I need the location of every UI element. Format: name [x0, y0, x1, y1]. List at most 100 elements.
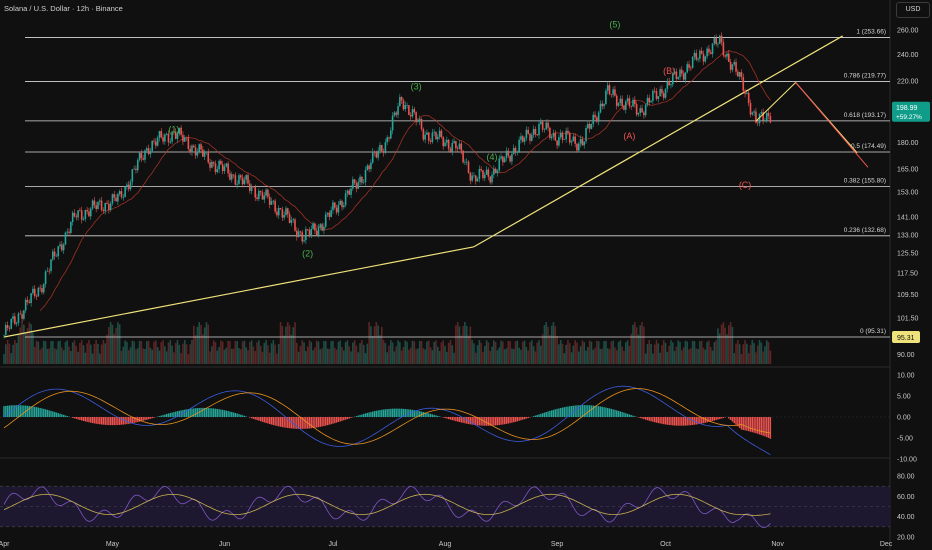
- volume-bar: [57, 341, 60, 364]
- macd-histogram-bar: [661, 417, 663, 424]
- macd-histogram-bar: [735, 417, 737, 425]
- volume-bar: [496, 350, 499, 364]
- candle-body: [746, 92, 748, 94]
- fib-label-0.786: 0.786 (219.77): [844, 72, 886, 79]
- candle-body: [333, 202, 336, 208]
- macd-histogram-bar: [688, 417, 690, 426]
- volume-bar: [129, 347, 132, 364]
- macd-histogram-bar: [518, 417, 520, 421]
- candle-body: [458, 143, 461, 149]
- macd-histogram-bar: [276, 417, 278, 426]
- candle-body: [509, 155, 511, 162]
- macd-histogram-bar: [135, 417, 137, 423]
- macd-histogram-bar: [498, 417, 500, 426]
- macd-histogram-bar: [305, 417, 307, 429]
- volume-bar: [230, 348, 233, 364]
- candle-body: [212, 161, 215, 164]
- volume-bar: [333, 347, 336, 364]
- macd-histogram-bar: [297, 417, 300, 429]
- currency-button[interactable]: USD: [896, 2, 930, 18]
- volume-bar: [755, 352, 757, 364]
- candle-body: [713, 38, 716, 44]
- volume-bar: [733, 353, 736, 364]
- volume-bar: [151, 349, 154, 364]
- candle-body: [505, 150, 508, 159]
- candle-body: [617, 103, 620, 106]
- candle-body: [86, 210, 88, 212]
- volume-bar: [449, 340, 452, 364]
- macd-histogram-bar: [592, 405, 594, 417]
- macd-histogram-bar: [437, 415, 439, 417]
- volume-bar: [71, 342, 74, 364]
- macd-histogram-bar: [482, 417, 484, 426]
- candle-body: [514, 147, 517, 153]
- candle-body: [691, 56, 694, 68]
- candle-body: [418, 118, 421, 122]
- volume-bar: [740, 353, 743, 364]
- macd-histogram-bar: [178, 410, 181, 417]
- volume-bar: [643, 326, 645, 364]
- volume-bar: [583, 342, 586, 364]
- candle-body: [373, 151, 376, 153]
- candle-body: [305, 229, 307, 241]
- candle-body: [523, 138, 526, 142]
- candle-body: [122, 197, 125, 198]
- candle-body: [299, 231, 302, 233]
- candle-body: [677, 77, 679, 80]
- candle-body: [66, 231, 69, 233]
- macd-histogram-bar: [451, 417, 453, 421]
- volume-bar: [418, 341, 421, 364]
- candle-body: [319, 224, 322, 228]
- macd-histogram-bar: [53, 411, 56, 417]
- candle-body: [511, 154, 513, 162]
- macd-histogram-bar: [93, 417, 96, 424]
- volume-bar: [769, 350, 772, 364]
- volume-bar: [572, 345, 575, 364]
- macd-histogram-bar: [317, 417, 320, 428]
- candle-body: [353, 179, 356, 184]
- macd-histogram-bar: [429, 413, 432, 417]
- candle-body: [747, 92, 750, 103]
- volume-bar: [26, 328, 29, 364]
- volume-bar: [145, 341, 148, 364]
- candle-body: [391, 115, 394, 131]
- month-label-jul: Jul: [328, 541, 337, 548]
- macd-histogram-bar: [579, 405, 582, 417]
- macd-histogram-bar: [666, 417, 669, 425]
- macd-histogram-bar: [395, 408, 397, 417]
- volume-bar: [400, 350, 403, 364]
- volume-bar: [267, 345, 269, 364]
- candle-body: [435, 131, 437, 140]
- candle-body: [258, 190, 260, 200]
- candle-body: [149, 150, 152, 155]
- macd-histogram-bar: [740, 417, 743, 430]
- volume-bar: [202, 334, 204, 364]
- macd-histogram-bar: [321, 417, 323, 427]
- candle-body: [339, 200, 341, 205]
- candle-body: [455, 141, 457, 149]
- volume-bar: [505, 348, 508, 364]
- macd-histogram-bar: [344, 417, 347, 420]
- candle-body: [165, 133, 168, 135]
- macd-histogram-bar: [456, 417, 459, 422]
- volume-bar: [440, 342, 443, 364]
- candle-body: [699, 50, 701, 59]
- macd-histogram-bar: [554, 409, 556, 417]
- macd-histogram-bar: [109, 417, 112, 426]
- macd-histogram-bar: [372, 411, 374, 417]
- volume-bar: [737, 340, 739, 364]
- volume-bar: [738, 344, 741, 364]
- macd-histogram-bar: [738, 417, 741, 428]
- macd-tick: 5.00: [897, 394, 911, 401]
- candle-body: [549, 127, 551, 139]
- volume-bar: [299, 345, 302, 364]
- volume-bar: [162, 340, 164, 364]
- candle-body: [681, 69, 683, 74]
- candle-body: [753, 111, 755, 113]
- volume-bar: [165, 351, 168, 364]
- candle-body: [352, 179, 354, 189]
- candle-body: [684, 72, 687, 80]
- macd-histogram-bar: [650, 417, 652, 422]
- candle-body: [755, 111, 757, 123]
